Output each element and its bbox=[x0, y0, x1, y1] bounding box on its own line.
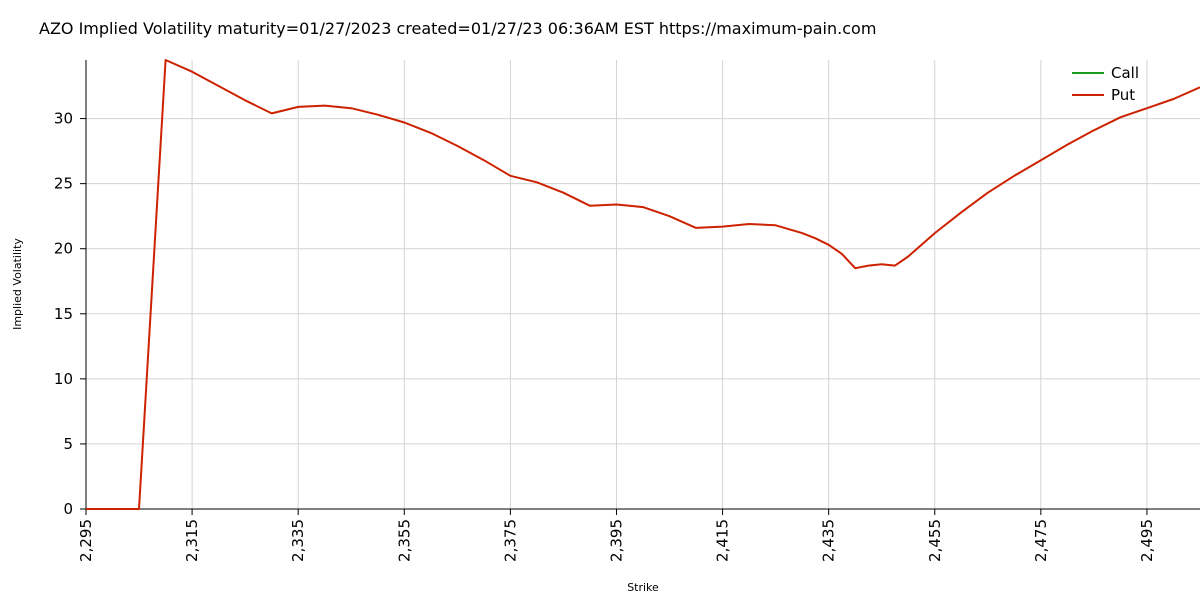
y-axis-ticks: 0 5 10 15 20 25 30 bbox=[54, 110, 86, 518]
y-tick-label: 15 bbox=[54, 305, 73, 323]
series-line-put bbox=[86, 59, 1200, 510]
series-lines bbox=[86, 59, 1200, 510]
x-tick-label: 2,335 bbox=[289, 519, 307, 562]
legend-label-call: Call bbox=[1111, 64, 1139, 82]
y-tick-label: 30 bbox=[54, 110, 73, 128]
y-tick-label: 5 bbox=[63, 435, 73, 453]
x-tick-label: 2,435 bbox=[820, 519, 838, 562]
x-tick-label: 2,395 bbox=[607, 519, 625, 562]
x-tick-label: 2,455 bbox=[926, 519, 944, 562]
y-tick-label: 20 bbox=[54, 240, 73, 258]
x-tick-label: 2,315 bbox=[183, 519, 201, 562]
x-axis-ticks: 2,295 2,315 2,335 2,355 2,375 2,395 2,415 2,435… bbox=[77, 509, 1156, 562]
y-tick-label: 10 bbox=[54, 370, 73, 388]
legend: Call Put bbox=[1072, 64, 1139, 104]
y-tick-label: 25 bbox=[54, 175, 73, 193]
x-tick-label: 2,475 bbox=[1032, 519, 1050, 562]
x-tick-label: 2,375 bbox=[501, 519, 519, 562]
y-axis-title: Implied Volatility bbox=[11, 238, 24, 330]
chart-title: AZO Implied Volatility maturity=01/27/20… bbox=[39, 19, 876, 38]
y-tick-label: 0 bbox=[63, 500, 73, 518]
x-tick-label: 2,355 bbox=[395, 519, 413, 562]
x-tick-label: 2,295 bbox=[77, 519, 95, 562]
x-tick-label: 2,495 bbox=[1138, 519, 1156, 562]
legend-label-put: Put bbox=[1111, 86, 1135, 104]
x-axis-title: Strike bbox=[627, 581, 659, 594]
x-tick-label: 2,415 bbox=[714, 519, 732, 562]
gridlines bbox=[86, 60, 1200, 509]
